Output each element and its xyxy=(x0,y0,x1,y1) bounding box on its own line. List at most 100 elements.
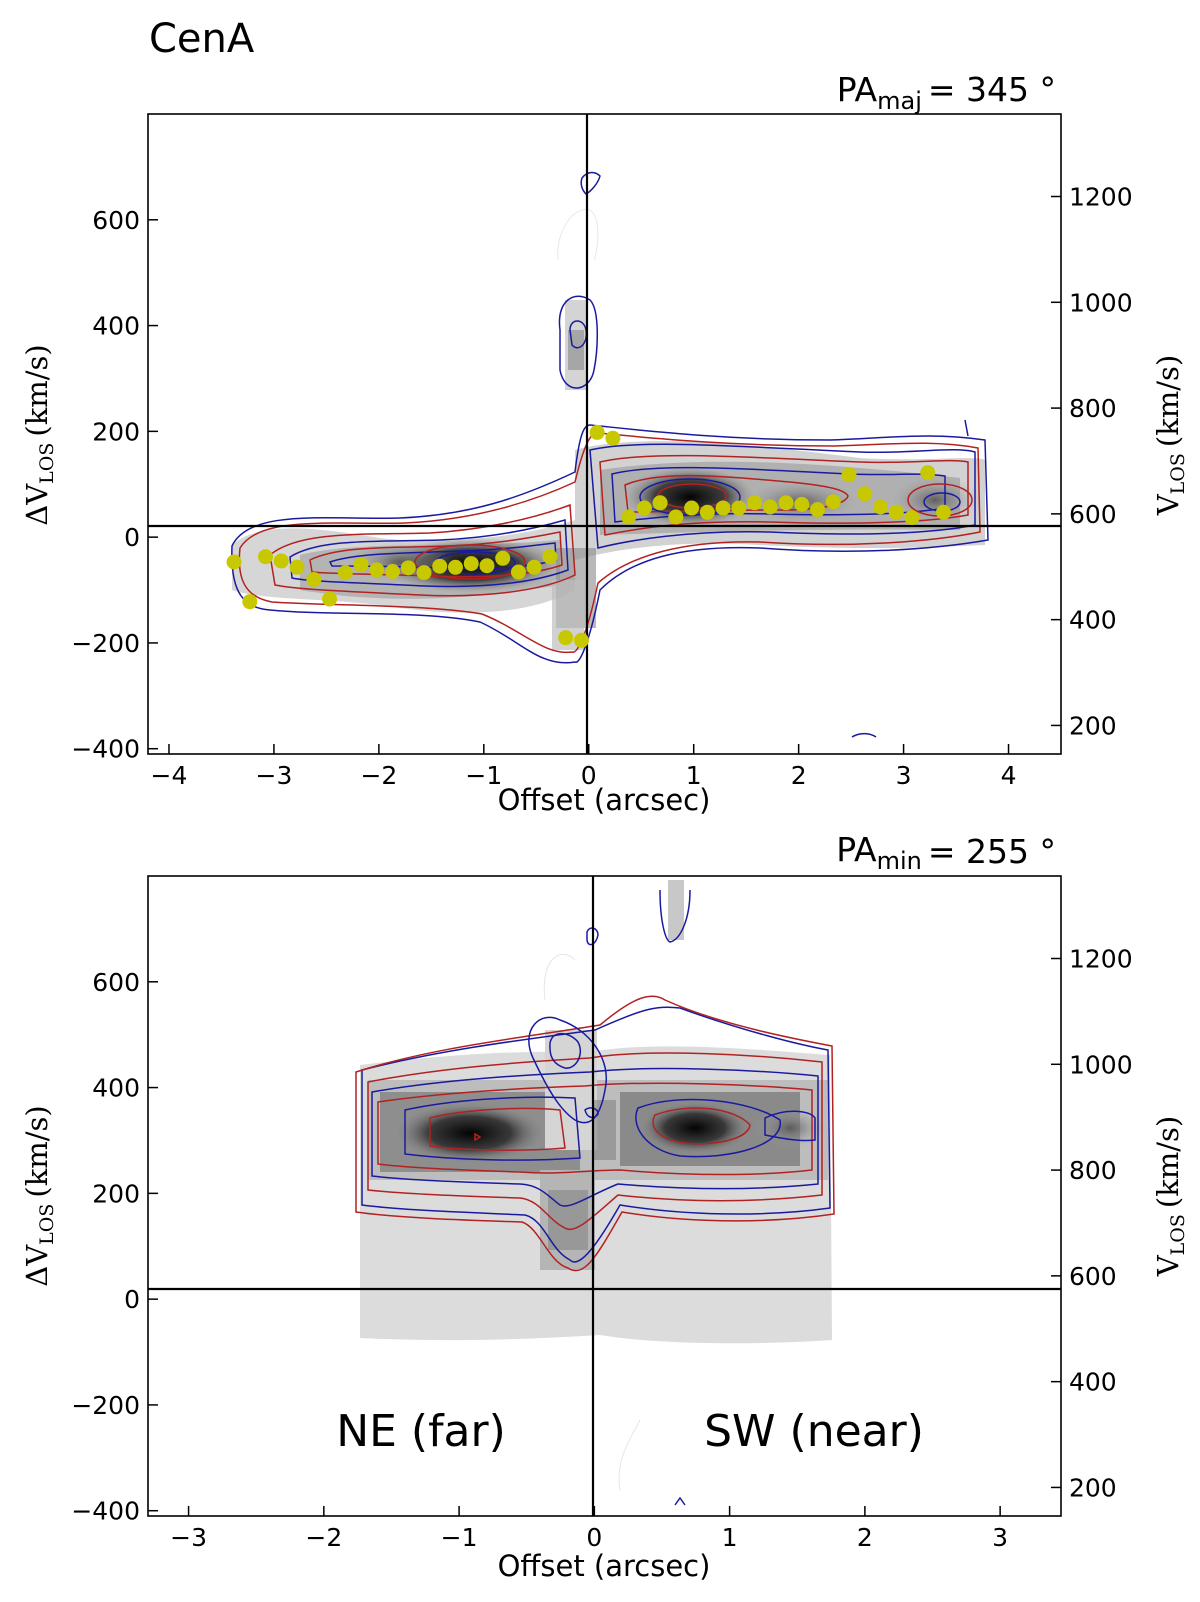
rotation-curve-point xyxy=(605,430,621,446)
y2-axis-label-top: VLOS(km/s) xyxy=(1151,355,1189,517)
rotation-curve-point xyxy=(226,554,242,570)
y-tick-label: 200 xyxy=(92,1179,140,1208)
rotation-curve-point xyxy=(353,557,369,573)
rotation-curve-point xyxy=(258,549,274,565)
rotation-curve-points xyxy=(226,424,951,648)
y-tick-label: −200 xyxy=(71,1391,140,1420)
pv-intensity-map-top xyxy=(231,171,989,738)
rotation-curve-point xyxy=(621,509,637,525)
pa-minor-label: PAmin = 255 ° xyxy=(836,830,1056,875)
rotation-curve-point xyxy=(463,556,479,572)
rotation-curve-point xyxy=(715,500,731,516)
rotation-curve-point xyxy=(888,504,904,520)
rotation-curve-point xyxy=(684,500,700,516)
x-tick-label: 0 xyxy=(586,1523,602,1552)
rotation-curve-point xyxy=(589,424,605,440)
figure-title: CenA xyxy=(149,16,255,62)
y2-tick-label: 600 xyxy=(1069,1262,1117,1291)
rotation-curve-point xyxy=(857,486,873,502)
rotation-curve-point xyxy=(322,591,338,607)
x-tick-label: 3 xyxy=(992,1523,1008,1552)
x-tick-label: −1 xyxy=(441,1523,478,1552)
rotation-curve-point xyxy=(558,630,574,646)
x-axis-ticks-bottom: −3 −2 −1 0 1 2 3 xyxy=(170,1506,1008,1552)
rotation-curve-point xyxy=(778,495,794,511)
y2-tick-label: 200 xyxy=(1069,1473,1117,1502)
rotation-curve-point xyxy=(810,502,826,518)
rotation-curve-point xyxy=(337,565,353,581)
y-tick-label: −200 xyxy=(71,629,140,658)
x-tick-label: 1 xyxy=(722,1523,738,1552)
rotation-curve-point xyxy=(526,559,542,575)
rotation-curve-point xyxy=(447,559,463,575)
x-axis-label-bottom: Offset (arcsec) xyxy=(498,1549,711,1583)
rotation-curve-point xyxy=(495,550,511,566)
rotation-curve-point xyxy=(731,500,747,516)
y2-tick-label: 800 xyxy=(1069,394,1117,423)
y-tick-label: 600 xyxy=(92,968,140,997)
rotation-curve-point xyxy=(699,504,715,520)
rotation-curve-point xyxy=(636,500,652,516)
rotation-curve-point xyxy=(920,465,936,481)
y-axis-label-top: ΔVLOS(km/s) xyxy=(20,344,58,525)
rotation-curve-point xyxy=(668,509,684,525)
x-tick-label: −2 xyxy=(360,761,397,790)
x-tick-label: −3 xyxy=(256,761,293,790)
x-tick-label: −4 xyxy=(151,761,188,790)
y2-axis-label-bottom: VLOS(km/s) xyxy=(1151,1116,1189,1278)
y2-tick-label: 1000 xyxy=(1069,1050,1133,1079)
rotation-curve-point xyxy=(652,495,668,511)
x-tick-label: −1 xyxy=(465,761,502,790)
pa-major-label: PAmaj = 345 ° xyxy=(837,70,1056,115)
rotation-curve-point xyxy=(416,565,432,581)
y2-tick-label: 200 xyxy=(1069,711,1117,740)
reference-lines-top xyxy=(148,114,1061,754)
y2-tick-label: 400 xyxy=(1069,1368,1117,1397)
annotation-sw-near: SW (near) xyxy=(704,1406,924,1457)
rotation-curve-point xyxy=(273,553,289,569)
x-tick-label: 1 xyxy=(686,761,702,790)
y2-tick-label: 400 xyxy=(1069,606,1117,635)
rotation-curve-point xyxy=(841,467,857,483)
y-tick-label: 400 xyxy=(92,1074,140,1103)
rotation-curve-point xyxy=(306,571,322,587)
x-tick-label: −3 xyxy=(170,1523,207,1552)
x-tick-label: −2 xyxy=(305,1523,342,1552)
x-tick-label: 0 xyxy=(581,761,597,790)
rotation-curve-point xyxy=(432,558,448,574)
y-tick-label: −400 xyxy=(71,1497,140,1526)
y2-axis-ticks-top: 200 400 600 800 1000 1200 xyxy=(1051,183,1133,740)
y-axis-label-bottom: ΔVLOS(km/s) xyxy=(20,1105,58,1286)
y-tick-label: 0 xyxy=(124,523,140,552)
y2-tick-label: 800 xyxy=(1069,1156,1117,1185)
y-axis-ticks-top: −400 −200 0 200 400 600 xyxy=(71,206,158,764)
rotation-curve-point xyxy=(479,558,495,574)
rotation-curve-point xyxy=(573,632,589,648)
plot-frame-top xyxy=(147,113,1062,755)
plot-frame-bottom xyxy=(147,875,1062,1517)
x-axis-label-top: Offset (arcsec) xyxy=(498,783,711,817)
rotation-curve-point xyxy=(872,499,888,515)
y-tick-label: 200 xyxy=(92,417,140,446)
rotation-curve-point xyxy=(794,496,810,512)
x-axis-ticks-top: −4 −3 −2 −1 0 1 2 3 4 xyxy=(151,744,1017,790)
panel-major-axis: PAmaj = 345 ° xyxy=(20,70,1189,817)
rotation-curve-point xyxy=(825,494,841,510)
rotation-curve-point xyxy=(542,549,558,565)
rotation-curve-point xyxy=(904,510,920,526)
y-tick-label: −400 xyxy=(71,735,140,764)
pv-intensity-map-bottom xyxy=(355,880,835,1506)
rotation-curve-point xyxy=(747,495,763,511)
x-tick-label: 2 xyxy=(857,1523,873,1552)
y2-tick-label: 1200 xyxy=(1069,183,1133,212)
y2-tick-label: 1000 xyxy=(1069,288,1133,317)
x-tick-label: 2 xyxy=(791,761,807,790)
y-tick-label: 600 xyxy=(92,206,140,235)
x-tick-label: 4 xyxy=(1001,761,1017,790)
x-tick-label: 3 xyxy=(896,761,912,790)
rotation-curve-point xyxy=(369,562,385,578)
annotation-ne-far: NE (far) xyxy=(336,1406,506,1457)
y-axis-ticks-bottom: −400 −200 0 200 400 600 xyxy=(71,968,158,1526)
rotation-curve-point xyxy=(935,504,951,520)
